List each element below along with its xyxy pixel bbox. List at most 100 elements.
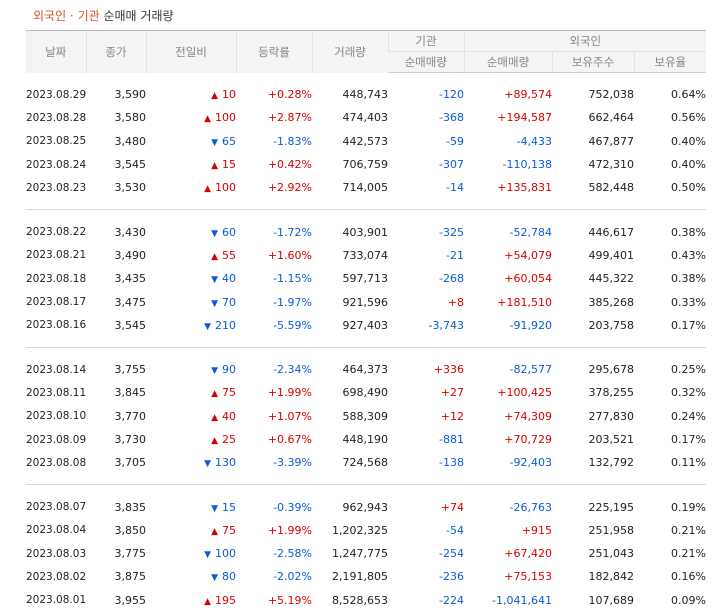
cell-inst-net: -120 (439, 88, 464, 102)
arrow-up-icon: ▲ (211, 412, 218, 423)
cell-close: 3,545 (114, 158, 147, 172)
cell-volume: 724,568 (342, 456, 389, 470)
cell-frgn-net: -92,403 (509, 456, 552, 470)
cell-frgn-ratio: 0.64% (671, 88, 706, 102)
cell-inst-net: -881 (439, 433, 464, 446)
cell-rate: -1.72% (273, 225, 312, 239)
cell-change: ▼ 70 (146, 290, 236, 313)
cell-frgn-hold: 446,617 (588, 225, 635, 239)
group-spacer (26, 347, 706, 358)
cell-frgn-hold: 295,678 (588, 363, 635, 377)
cell-rate: -5.59% (273, 318, 312, 332)
cell-frgn-ratio: 0.16% (671, 570, 706, 584)
cell-close: 3,705 (114, 456, 147, 470)
cell-frgn-ratio: 0.56% (671, 111, 706, 125)
cell-volume: 962,943 (342, 500, 389, 514)
arrow-up-icon: ▲ (211, 161, 218, 172)
cell-date: 2023.08.01 (26, 594, 87, 607)
arrow-down-icon: ▼ (211, 503, 218, 514)
header-frgn-ratio: 보유율 (633, 51, 706, 73)
arrow-up-icon: ▲ (204, 596, 211, 607)
trading-page: 외국인 · 기관 순매매 거래량 날짜 종가 전일비 등락률 거래량 기관 외국… (26, 9, 706, 607)
table-row: 2023.08.29 3,590 ▲ 10 +0.28% 448,743 -120 +89,5… (26, 83, 706, 106)
group-spacer (26, 210, 706, 221)
cell-frgn-hold: 107,689 (588, 593, 635, 607)
table-row: 2023.08.02 3,875 ▼ 80 -2.02% 2,191,805 -236 +75… (26, 565, 706, 588)
cell-inst-net: +74 (440, 500, 464, 514)
cell-volume: 588,309 (342, 409, 389, 423)
table-row: 2023.08.22 3,430 ▼ 60 -1.72% 403,901 -325 -52,7… (26, 220, 706, 243)
cell-volume: 464,373 (342, 363, 389, 377)
cell-rate: +1.60% (267, 248, 312, 262)
divider-cell (26, 474, 706, 486)
cell-frgn-hold: 378,255 (588, 386, 635, 400)
arrow-up-icon: ▲ (211, 389, 218, 400)
header-volume: 거래량 (311, 30, 388, 73)
cell-frgn-net: +54,079 (504, 248, 552, 262)
header-frgn-net: 순매매량 (463, 51, 552, 73)
cell-change: ▲ 100 (146, 176, 236, 199)
cell-frgn-hold: 467,877 (588, 134, 635, 148)
cell-change: ▲ 10 (146, 83, 236, 106)
cell-date: 2023.08.10 (26, 410, 87, 423)
arrow-down-icon: ▼ (204, 321, 211, 332)
cell-frgn-net: +89,574 (504, 88, 552, 102)
cell-volume: 921,596 (342, 295, 389, 309)
table-row: 2023.08.09 3,730 ▲ 25 +0.67% 448,190 -881 +70,7… (26, 428, 706, 451)
table-row: 2023.08.24 3,545 ▲ 15 +0.42% 706,759 -307 -110,… (26, 153, 706, 176)
change-value: 195 (215, 593, 236, 607)
cell-date: 2023.08.11 (26, 386, 87, 399)
table-body: 2023.08.29 3,590 ▲ 10 +0.28% 448,743 -120 +89,5… (26, 73, 706, 612)
cell-frgn-net: +60,054 (504, 272, 552, 286)
cell-frgn-net: -91,920 (509, 318, 552, 332)
cell-date: 2023.08.17 (26, 296, 87, 309)
cell-frgn-net: +194,587 (497, 111, 552, 125)
cell-frgn-net: +70,729 (504, 433, 552, 446)
cell-rate: -2.34% (273, 363, 312, 377)
cell-frgn-ratio: 0.40% (671, 158, 706, 172)
table-row: 2023.08.21 3,490 ▲ 55 +1.60% 733,074 -21 +54,07… (26, 244, 706, 267)
cell-frgn-net: -110,138 (502, 158, 552, 172)
cell-change: ▼ 130 (146, 451, 236, 474)
arrow-down-icon: ▼ (211, 228, 218, 239)
cell-frgn-hold: 225,195 (588, 500, 635, 514)
cell-inst-net: -59 (446, 134, 464, 148)
cell-date: 2023.08.25 (26, 135, 87, 148)
cell-inst-net: +336 (433, 363, 464, 377)
table-row: 2023.08.07 3,835 ▼ 15 -0.39% 962,943 +74 -26,76… (26, 495, 706, 518)
divider-cell (26, 336, 706, 348)
cell-frgn-ratio: 0.33% (671, 295, 706, 309)
title-highlight: 외국인 · 기관 (33, 9, 100, 23)
cell-frgn-hold: 251,958 (588, 523, 635, 537)
arrow-up-icon: ▲ (211, 436, 218, 446)
cell-rate: +1.99% (267, 523, 312, 537)
cell-date: 2023.08.03 (26, 547, 87, 560)
cell-close: 3,730 (114, 433, 147, 446)
cell-rate: -0.39% (273, 500, 312, 514)
cell-date: 2023.08.29 (26, 88, 87, 101)
cell-change: ▼ 210 (146, 314, 236, 337)
cell-volume: 448,190 (342, 433, 389, 446)
cell-change: ▼ 65 (146, 130, 236, 153)
cell-frgn-net: -52,784 (509, 225, 552, 239)
cell-rate: +0.67% (267, 433, 312, 446)
cell-frgn-ratio: 0.11% (671, 456, 706, 470)
cell-rate: -3.39% (273, 456, 312, 470)
cell-change: ▼ 60 (146, 220, 236, 243)
cell-date: 2023.08.04 (26, 524, 87, 537)
cell-close: 3,480 (114, 134, 147, 148)
arrow-down-icon: ▼ (211, 573, 218, 584)
cell-frgn-ratio: 0.17% (671, 318, 706, 332)
cell-volume: 597,713 (342, 272, 389, 286)
cell-inst-net: -325 (439, 225, 464, 239)
cell-frgn-hold: 132,792 (588, 456, 635, 470)
cell-inst-net: +27 (440, 386, 464, 400)
cell-frgn-net: +100,425 (497, 386, 552, 400)
cell-frgn-ratio: 0.38% (671, 225, 706, 239)
cell-frgn-net: +135,831 (497, 181, 552, 195)
cell-date: 2023.08.16 (26, 319, 87, 332)
arrow-down-icon: ▼ (211, 298, 218, 309)
cell-frgn-net: +67,420 (504, 547, 552, 561)
cell-frgn-hold: 385,268 (588, 295, 635, 309)
arrow-down-icon: ▼ (211, 275, 218, 286)
